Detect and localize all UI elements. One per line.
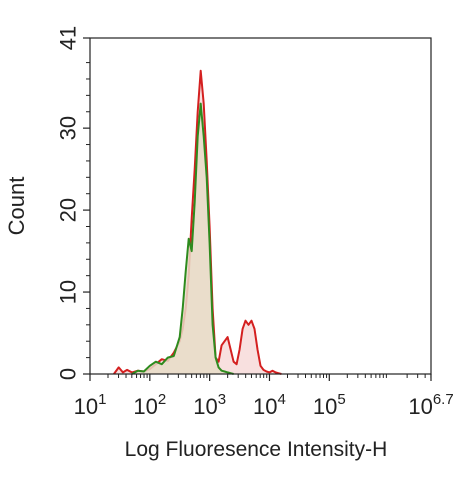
series-2-fill [131,103,234,374]
x-tick-label: 104 [253,391,286,419]
x-tick-label: 103 [193,391,226,419]
x-tick-label: 106.7 [408,391,453,419]
y-tick-label: 0 [56,368,81,380]
y-tick-label: 41 [56,26,81,50]
y-axis-label: Count [4,177,29,236]
x-tick-label: 105 [313,391,346,419]
series-layer [113,69,282,375]
x-tick-label: 101 [74,391,107,419]
series-2-line [131,102,234,375]
ticks-layer: 101 102 103 104 105 106.7 0 10 20 30 41 [56,26,454,419]
x-axis-label: Log Fluoresence Intensity-H [125,438,388,461]
y-tick-label: 20 [56,198,81,222]
y-tick-label: 30 [56,116,81,140]
plot-frame [89,37,432,375]
y-tick-label: 10 [56,280,81,304]
x-tick-label: 102 [133,391,166,419]
